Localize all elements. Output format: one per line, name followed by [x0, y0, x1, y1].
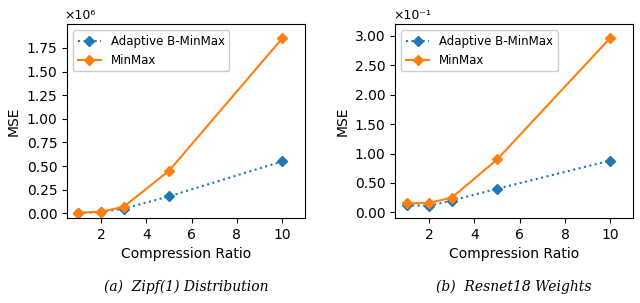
Line: MinMax: MinMax: [75, 35, 285, 216]
Y-axis label: MSE: MSE: [335, 106, 349, 136]
Adaptive B-MinMax: [607, 159, 614, 162]
X-axis label: Compression Ratio: Compression Ratio: [121, 248, 251, 261]
Adaptive B-MinMax: [74, 211, 82, 215]
Legend: Adaptive B-MinMax, MinMax: Adaptive B-MinMax, MinMax: [73, 30, 229, 72]
MinMax: [278, 37, 286, 40]
Y-axis label: MSE: MSE: [7, 106, 21, 136]
MinMax: [426, 201, 433, 205]
Adaptive B-MinMax: [493, 187, 501, 191]
Adaptive B-MinMax: [97, 210, 105, 214]
MinMax: [97, 210, 105, 214]
MinMax: [607, 36, 614, 40]
Line: MinMax: MinMax: [403, 34, 614, 207]
MinMax: [74, 211, 82, 215]
Adaptive B-MinMax: [448, 199, 456, 202]
Adaptive B-MinMax: [120, 207, 127, 211]
MinMax: [448, 196, 456, 199]
Text: (b)  Resnet18 Weights: (b) Resnet18 Weights: [436, 280, 592, 294]
Adaptive B-MinMax: [426, 204, 433, 208]
X-axis label: Compression Ratio: Compression Ratio: [449, 248, 579, 261]
Adaptive B-MinMax: [403, 203, 410, 207]
Legend: Adaptive B-MinMax, MinMax: Adaptive B-MinMax, MinMax: [401, 30, 557, 72]
MinMax: [493, 158, 501, 161]
Text: ×10⁶: ×10⁶: [65, 9, 96, 22]
Adaptive B-MinMax: [278, 160, 286, 163]
Line: Adaptive B-MinMax: Adaptive B-MinMax: [403, 157, 614, 209]
MinMax: [403, 202, 410, 205]
Text: ×10⁻¹: ×10⁻¹: [393, 9, 431, 22]
Adaptive B-MinMax: [165, 195, 173, 198]
Line: Adaptive B-MinMax: Adaptive B-MinMax: [75, 158, 285, 216]
Text: (a)  Zipf(1) Distribution: (a) Zipf(1) Distribution: [104, 280, 268, 294]
MinMax: [120, 205, 127, 209]
MinMax: [165, 169, 173, 173]
